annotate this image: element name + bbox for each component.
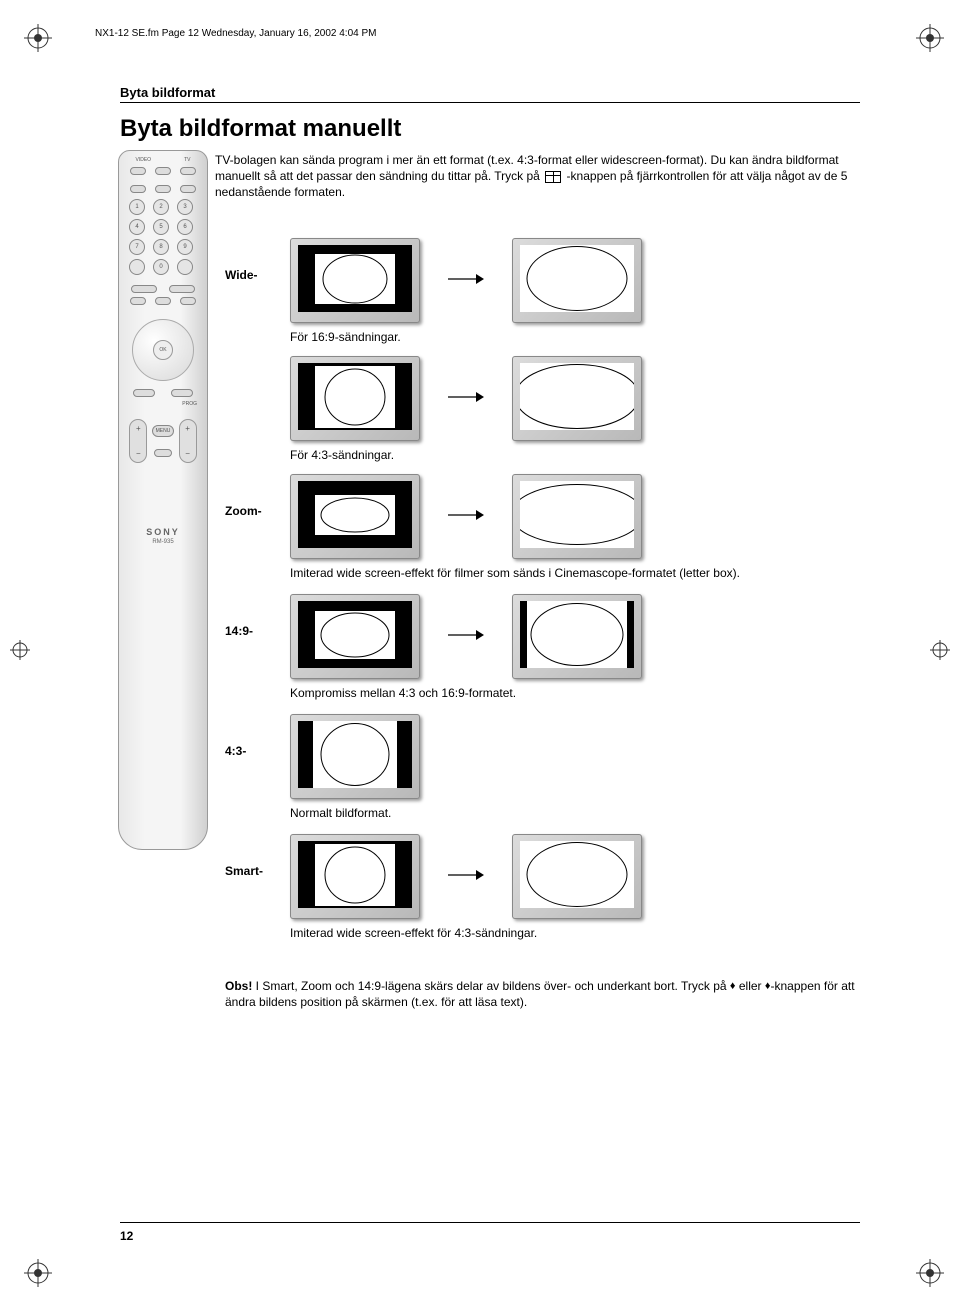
- crop-mark-tr: [916, 24, 936, 44]
- tv-illustration: [290, 474, 420, 559]
- tv-illustration: [512, 474, 642, 559]
- tv-illustration: [512, 238, 642, 323]
- format-caption: Normalt bildformat.: [290, 806, 391, 820]
- remote-btn: [155, 185, 171, 193]
- tv-illustration: [290, 714, 420, 799]
- remote-btn: [130, 185, 146, 193]
- remote-keypad: 1 2 3 4 5 6 7 8 9 0: [119, 193, 207, 281]
- prog-rocker: +−: [179, 419, 197, 463]
- remote-btn: [155, 297, 171, 305]
- format-caption: För 4:3-sändningar.: [290, 448, 394, 462]
- remote-btn: [131, 285, 157, 293]
- format-label: Wide-: [225, 268, 258, 282]
- format-label: 14:9-: [225, 624, 253, 638]
- key-9: 9: [177, 239, 193, 255]
- note-block: Obs! I Smart, Zoom och 14:9-lägena skärs…: [225, 978, 855, 1010]
- format-row: [290, 834, 642, 919]
- arrow-icon: [448, 868, 484, 885]
- format-caption: Imiterad wide screen-effekt för 4:3-sänd…: [290, 926, 537, 940]
- format-row: [290, 238, 642, 323]
- key-2: 2: [153, 199, 169, 215]
- format-caption: Imiterad wide screen-effekt för filmer s…: [290, 566, 740, 580]
- remote-btn: [133, 389, 155, 397]
- note-prefix: Obs!: [225, 979, 252, 993]
- remote-btn: [180, 167, 196, 175]
- format-button-icon: [545, 171, 561, 183]
- intro-paragraph: TV-bolagen kan sända program i mer än et…: [215, 152, 855, 201]
- menu-button: MENU: [152, 425, 174, 437]
- tv-illustration: [290, 834, 420, 919]
- key-0: 0: [153, 259, 169, 275]
- reg-mark-left: [10, 640, 30, 660]
- remote-dpad: OK: [132, 319, 194, 381]
- key-8: 8: [153, 239, 169, 255]
- model-label: RM-935: [119, 539, 207, 545]
- page-number-value: 12: [120, 1229, 133, 1243]
- format-row: [290, 356, 642, 441]
- tv-label: TV: [184, 157, 190, 163]
- arrow-icon: [448, 272, 484, 289]
- video-label: VIDEO: [136, 157, 152, 163]
- tv-illustration: [290, 356, 420, 441]
- remote-btn: [180, 185, 196, 193]
- remote-control-illustration: VIDEO TV 1 2 3 4 5 6 7 8 9 0 OK PROG +− …: [118, 150, 208, 850]
- tv-illustration: [290, 238, 420, 323]
- arrow-icon: [448, 508, 484, 525]
- arrow-icon: [448, 628, 484, 645]
- crop-mark-tl: [24, 24, 44, 44]
- key-5: 5: [153, 219, 169, 235]
- note-body-2: eller: [736, 979, 765, 993]
- remote-btn: [130, 297, 146, 305]
- section-header: Byta bildformat: [120, 85, 860, 103]
- crop-mark-br: [916, 1259, 936, 1279]
- volume-rocker: +−: [129, 419, 147, 463]
- remote-btn: [130, 167, 146, 175]
- key-blank: [129, 259, 145, 275]
- arrow-icon: [448, 390, 484, 407]
- key-blank: [177, 259, 193, 275]
- ok-button: OK: [153, 340, 173, 360]
- reg-mark-right: [930, 640, 950, 660]
- format-label: 4:3-: [225, 744, 246, 758]
- note-body-1: I Smart, Zoom och 14:9-lägena skärs dela…: [252, 979, 730, 993]
- tv-illustration: [512, 594, 642, 679]
- format-label: Zoom-: [225, 504, 262, 518]
- page-header-meta: NX1-12 SE.fm Page 12 Wednesday, January …: [95, 28, 376, 39]
- tv-illustration: [512, 834, 642, 919]
- page-number: 12: [120, 1222, 860, 1243]
- remote-btn: [154, 449, 172, 457]
- remote-btn: [155, 167, 171, 175]
- remote-btn: [169, 285, 195, 293]
- remote-btn: [180, 297, 196, 305]
- crop-mark-bl: [24, 1259, 44, 1279]
- format-label: Smart-: [225, 864, 263, 878]
- tv-illustration: [290, 594, 420, 679]
- brand-label: SONY: [119, 527, 207, 537]
- key-3: 3: [177, 199, 193, 215]
- format-caption: Kompromiss mellan 4:3 och 16:9-formatet.: [290, 686, 516, 700]
- key-4: 4: [129, 219, 145, 235]
- format-row: [290, 594, 642, 679]
- key-6: 6: [177, 219, 193, 235]
- key-7: 7: [129, 239, 145, 255]
- main-title: Byta bildformat manuellt: [120, 115, 401, 143]
- format-row: [290, 474, 642, 559]
- format-row: [290, 714, 420, 799]
- tv-illustration: [512, 356, 642, 441]
- format-caption: För 16:9-sändningar.: [290, 330, 401, 344]
- remote-btn: [171, 389, 193, 397]
- key-1: 1: [129, 199, 145, 215]
- prog-label: PROG: [119, 397, 207, 407]
